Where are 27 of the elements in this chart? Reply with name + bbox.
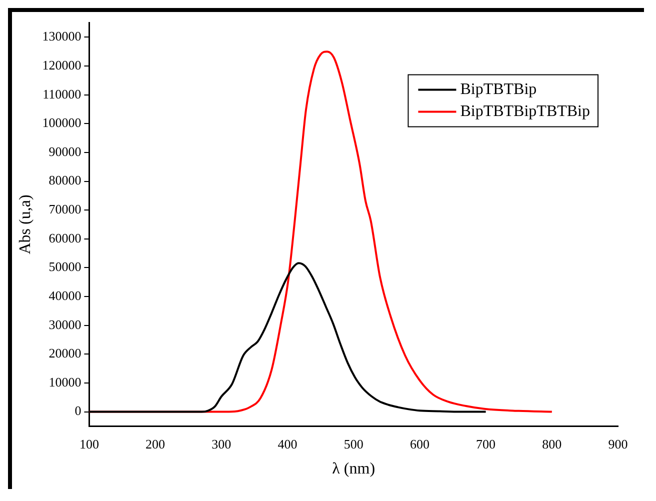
y-tick-label: 50000 (48, 259, 82, 274)
x-tick-label: 500 (344, 436, 364, 452)
y-tick-label: 80000 (48, 172, 82, 188)
y-tick-label: 90000 (48, 144, 82, 159)
x-tick-label: 800 (542, 436, 562, 452)
x-tick-label: 600 (410, 436, 430, 452)
legend-label: BipTBTBip (460, 81, 537, 98)
y-tick-label: 20000 (48, 346, 82, 361)
y-tick-label: 70000 (48, 202, 82, 217)
x-tick-label: 300 (212, 436, 232, 452)
y-tick-label: 120000 (42, 57, 82, 72)
y-tick-label: 60000 (48, 230, 82, 246)
y-tick-label: 0 (74, 403, 82, 418)
x-tick-label: 900 (608, 436, 628, 452)
legend-label: BipTBTBipTBTBip (460, 103, 590, 120)
y-tick-label: 110000 (42, 86, 82, 102)
y-tick-label: 40000 (48, 288, 82, 303)
x-tick-label: 100 (79, 436, 99, 452)
y-tick-label: 30000 (48, 316, 82, 332)
x-tick-label: 700 (476, 436, 496, 452)
x-tick-label: 400 (278, 436, 298, 452)
y-tick-label: 10000 (48, 374, 82, 390)
y-tick-label: 100000 (42, 115, 82, 130)
x-axis-title: λ (nm) (332, 460, 376, 478)
x-tick-label: 200 (146, 436, 166, 452)
y-axis-title: Abs (u,a) (16, 194, 34, 254)
y-tick-label: 130000 (42, 28, 82, 44)
